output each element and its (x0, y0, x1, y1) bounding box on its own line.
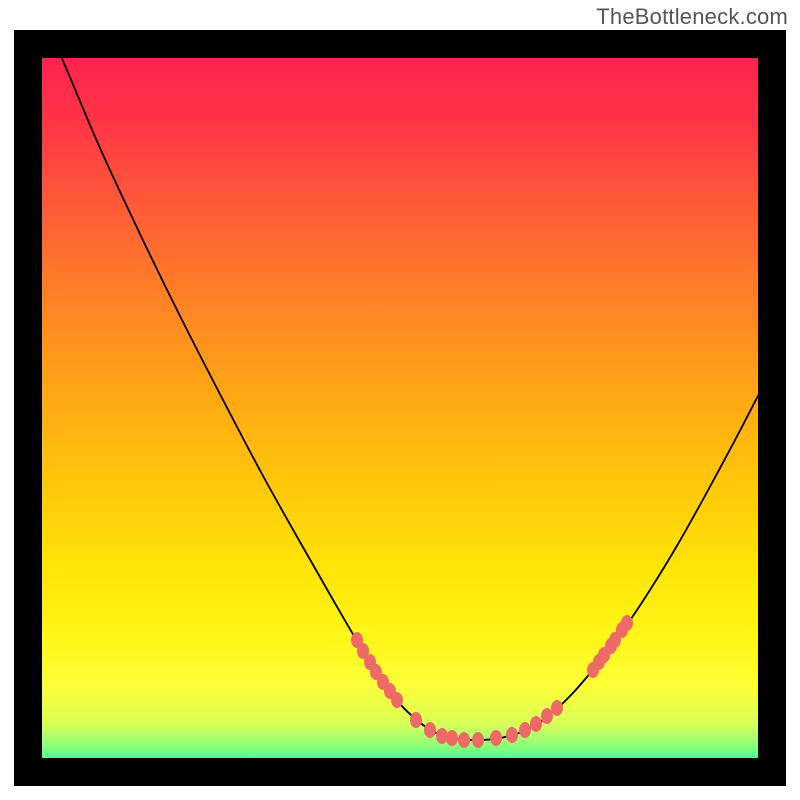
watermark-label: TheBottleneck.com (596, 4, 788, 30)
curve-marker (472, 732, 484, 748)
curve-marker (424, 722, 436, 738)
curve-marker (519, 722, 531, 738)
plot-background (28, 44, 772, 772)
curve-marker (446, 730, 458, 746)
curve-marker (458, 732, 470, 748)
chart-container: TheBottleneck.com (0, 0, 800, 800)
bottleneck-plot (0, 0, 800, 800)
curve-marker (530, 716, 542, 732)
curve-marker (541, 708, 553, 724)
curve-marker (621, 615, 633, 631)
curve-marker (391, 692, 403, 708)
curve-marker (490, 730, 502, 746)
curve-marker (551, 700, 563, 716)
curve-marker (506, 727, 518, 743)
curve-marker (410, 712, 422, 728)
